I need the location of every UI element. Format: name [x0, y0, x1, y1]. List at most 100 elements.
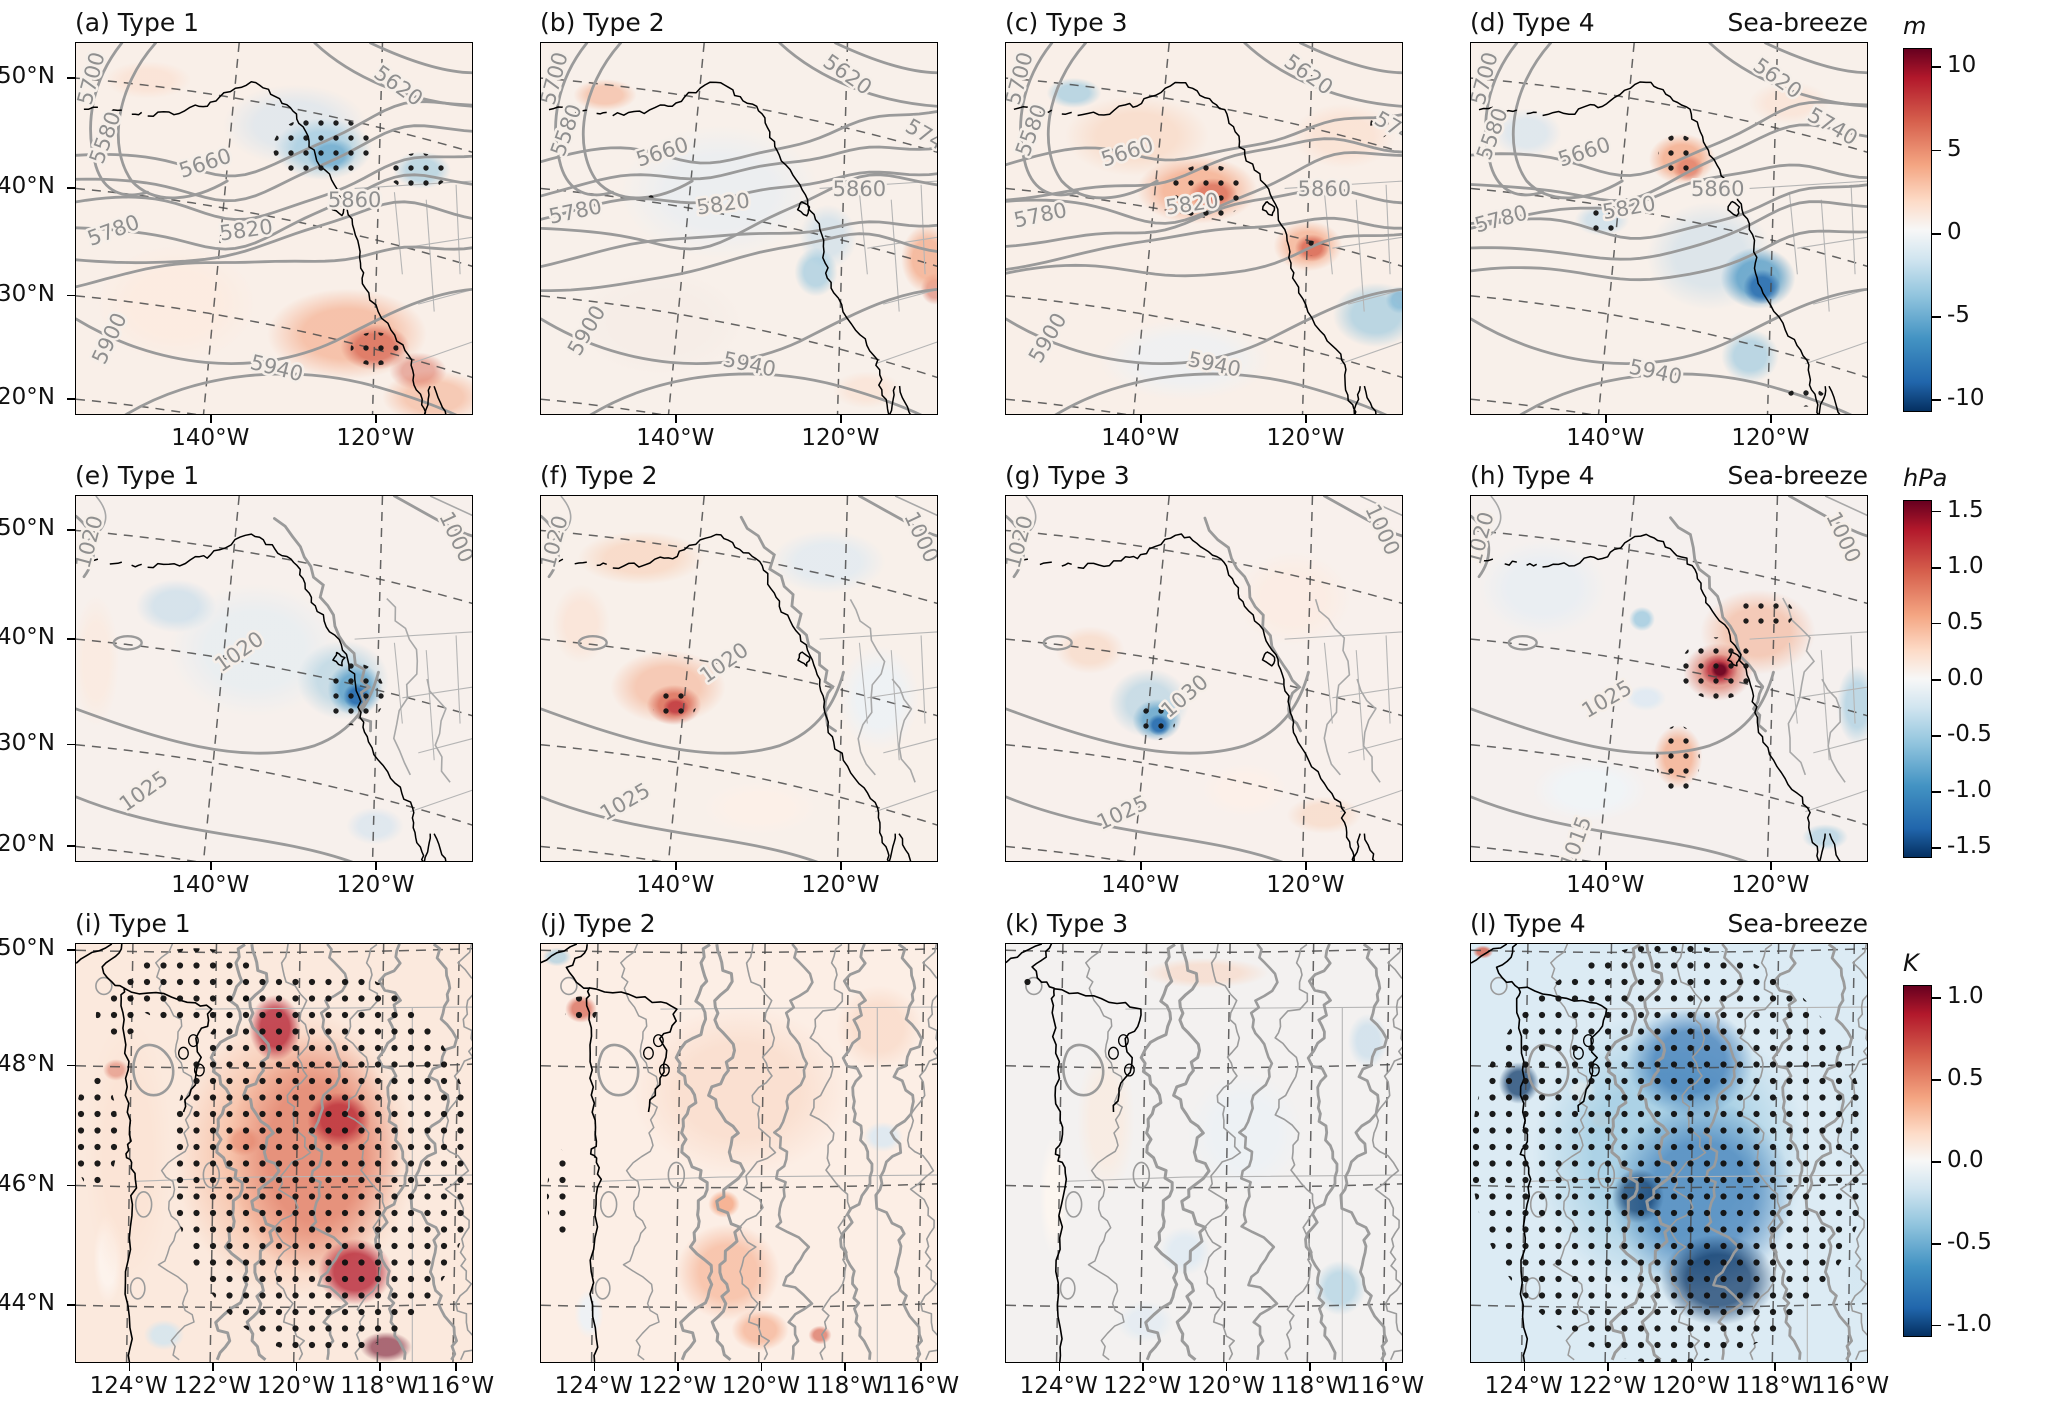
map-area-c: 5700 5580 5660 5780 5820 5860 5620 5740 5900 5940	[1005, 42, 1403, 415]
contour-label: 5700	[541, 50, 573, 108]
anomaly-shading	[1006, 944, 1402, 1362]
significance-stippling	[1658, 134, 1698, 176]
colorbar-unit-K: K	[1903, 949, 1919, 977]
x-tick-label: 124°W	[554, 1373, 633, 1399]
x-tick-mark	[593, 1363, 596, 1371]
x-tick-mark	[1140, 415, 1142, 423]
significance-stippling	[1019, 971, 1040, 993]
map-panel-e: 1020 1000 1020 1025	[75, 495, 473, 862]
map-area-d: 5700 5580 5660 5780 5820 5860 5620 5740 5940	[1470, 42, 1868, 415]
x-tick-mark	[1305, 862, 1308, 870]
x-tick-label: 116°W	[1346, 1373, 1425, 1399]
significance-stippling	[1370, 112, 1391, 139]
panel-title: (a) Type 1	[75, 8, 200, 37]
x-tick-mark	[1607, 1363, 1609, 1371]
contour-label: 1025	[1578, 675, 1636, 723]
panel-title: (c) Type 3	[1005, 8, 1128, 37]
x-tick-label: 120°W	[1266, 425, 1345, 451]
significance-stippling	[644, 186, 661, 198]
contour-label: 1025	[596, 778, 654, 826]
colorbar-tick-label: 10	[1947, 52, 1977, 79]
significance-stippling	[171, 969, 472, 1356]
map-panel-i	[75, 943, 473, 1363]
colorbar-unit-hPa: hPa	[1903, 464, 1948, 492]
significance-stippling	[388, 153, 449, 191]
x-tick-label: 140°W	[636, 425, 715, 451]
colorbar-tick-mark	[1932, 232, 1941, 235]
contour-label: 5740	[901, 114, 938, 162]
colorbar-tick-mark	[1932, 1324, 1941, 1327]
significance-stippling	[350, 332, 399, 366]
map-panel-h: 1020 1000 1025 1015	[1470, 495, 1868, 862]
x-tick-label: 118°W	[805, 1373, 884, 1399]
map-overlay: 1020 1000 1025 1015	[1471, 496, 1867, 861]
x-tick-label: 124°W	[1484, 1373, 1563, 1399]
y-tick-label: 46°N	[0, 1170, 55, 1197]
x-tick-label: 120°W	[801, 872, 880, 898]
colorbar	[1903, 500, 1932, 858]
colorbar	[1903, 985, 1932, 1337]
y-tick-label: 50°N	[0, 63, 55, 90]
y-tick-label: 50°N	[0, 515, 55, 542]
contour-label: 5900	[563, 301, 611, 359]
y-tick-label: 50°N	[0, 935, 55, 962]
x-tick-mark	[375, 862, 378, 870]
x-tick-mark	[379, 1363, 382, 1371]
colorbar-tick-mark	[1932, 622, 1941, 625]
panel-title: (b) Type 2	[540, 8, 665, 37]
y-tick-mark	[67, 638, 75, 640]
contour-label: 5780	[1472, 201, 1530, 238]
map-area-j	[540, 943, 938, 1363]
x-tick-mark	[1774, 1363, 1777, 1371]
contour-label: 5780	[84, 210, 142, 251]
significance-stippling	[1737, 595, 1794, 632]
significance-stippling	[1679, 637, 1756, 700]
contour-label: 5860	[328, 188, 381, 212]
x-tick-label: 120°W	[336, 425, 415, 451]
panel-title: (k) Type 3	[1005, 909, 1129, 938]
significance-stippling	[652, 688, 697, 722]
y-tick-mark	[67, 949, 75, 951]
x-tick-mark	[295, 1363, 298, 1371]
y-tick-mark	[67, 743, 75, 746]
map-area-g: 1020 1000 1030 1025	[1005, 495, 1403, 862]
map-panel-b: 5700 5580 5660 5780 5820 5860 5620 5740 5900 5940	[540, 42, 938, 415]
map-area-f: 1020 1000 1020 1025	[540, 495, 938, 862]
x-tick-label: 120°W	[1186, 1373, 1265, 1399]
x-tick-label: 120°W	[721, 1373, 800, 1399]
contour-label: 1000	[434, 508, 473, 567]
map-area-h: 1020 1000 1025 1015	[1470, 495, 1868, 862]
y-tick-label: 40°N	[0, 173, 55, 200]
x-tick-mark	[844, 1363, 847, 1371]
map-area-i	[75, 943, 473, 1363]
contour-label: 5820	[695, 188, 751, 219]
contour-label: 1030	[1156, 670, 1212, 723]
colorbar-tick-label: 0	[1947, 218, 1962, 245]
x-tick-mark	[210, 862, 212, 870]
x-tick-mark	[1605, 862, 1607, 870]
significance-stippling	[1785, 388, 1826, 407]
x-tick-mark	[1690, 1363, 1693, 1371]
colorbar-tick-mark	[1932, 679, 1941, 681]
y-tick-label: 20°N	[0, 831, 55, 858]
contour-label: 5660	[633, 132, 691, 171]
significance-stippling	[123, 948, 268, 1024]
x-tick-mark	[840, 415, 843, 423]
colorbar-tick-label: 0.0	[1947, 1147, 1984, 1173]
colorbar-tick-label: 5	[1947, 135, 1962, 162]
x-tick-label: 120°W	[1731, 872, 1810, 898]
x-tick-mark	[920, 1363, 922, 1371]
y-tick-label: 30°N	[0, 729, 55, 756]
contour-label: 1020	[210, 627, 268, 677]
x-tick-label: 140°W	[171, 872, 250, 898]
significance-stippling	[324, 662, 385, 726]
contour-label: 5700	[76, 50, 110, 108]
y-tick-mark	[67, 529, 75, 532]
contour-label: 5900	[87, 309, 131, 368]
colorbar-tick-label: 1.0	[1947, 983, 1984, 1010]
significance-stippling	[1656, 725, 1700, 796]
contour-label: 1025	[115, 766, 173, 816]
map-overlay	[76, 944, 472, 1362]
